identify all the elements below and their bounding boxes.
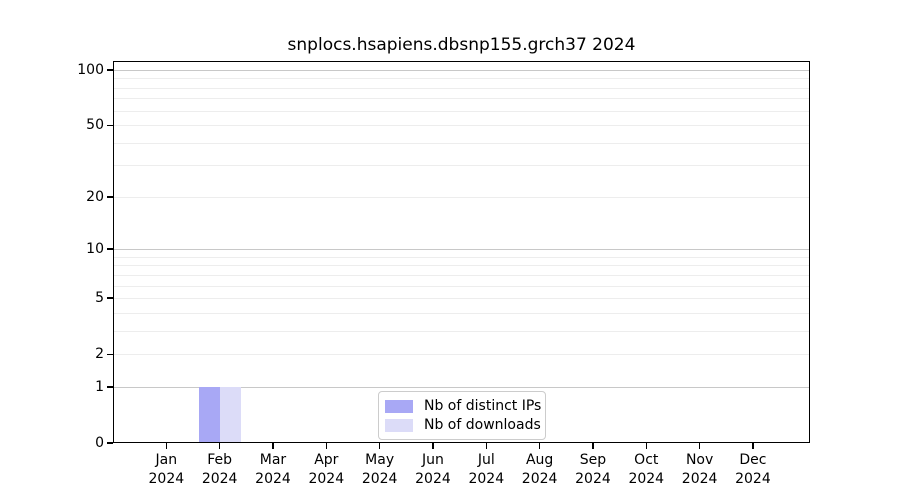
y-tick-label-50: 50 [86,117,104,134]
x-tick-jan [165,443,168,449]
x-tick-may [378,443,381,449]
minor-gridline-5 [114,298,809,300]
y-tick-5 [107,297,113,299]
minor-gridline-70 [114,98,809,100]
y-tick-10 [107,248,113,250]
plot-area [113,61,810,443]
x-tick-label-jul: Jul 2024 [468,452,505,487]
bar-feb-nb-of-downloads [219,386,241,442]
x-tick-oct [645,443,647,449]
x-tick-mar [272,443,274,449]
minor-gridline-40 [114,142,809,144]
x-tick-label-aug: Aug 2024 [521,452,558,487]
y-tick-label-0: 0 [95,435,104,451]
x-tick-label-sep: Sep 2024 [575,452,611,487]
x-tick-label-nov: Nov 2024 [681,452,718,487]
legend-swatch-nb-of-downloads [385,418,413,432]
legend-label-nb-of-downloads: Nb of downloads [424,417,541,433]
y-tick-50 [107,124,113,126]
legend: Nb of distinct IPs Nb of downloads [378,391,546,440]
x-tick-nov [698,443,701,449]
x-tick-apr [325,443,327,449]
x-tick-label-feb: Feb 2024 [201,452,238,487]
x-tick-jul [485,443,487,449]
x-tick-label-apr: Apr 2024 [308,452,345,487]
minor-gridline-80 [114,87,809,89]
x-tick-label-mar: Mar 2024 [255,452,291,487]
minor-gridline-9 [114,256,809,258]
minor-gridline-6 [114,285,809,287]
minor-gridline-50 [114,125,809,127]
x-tick-label-jun: Jun 2024 [415,452,451,487]
x-tick-jun [432,443,434,449]
minor-gridline-20 [114,196,809,198]
minor-gridline-8 [114,265,809,267]
y-tick-100 [107,69,113,71]
legend-swatch-nb-of-distinct-ips [385,399,413,413]
x-tick-sep [592,443,594,449]
y-tick-label-2: 2 [95,346,104,363]
x-tick-label-oct: Oct 2024 [628,452,665,487]
y-tick-0 [107,442,113,444]
legend-label-nb-of-distinct-ips: Nb of distinct IPs [424,398,542,414]
y-tick-label-10: 10 [86,241,104,258]
minor-gridline-60 [114,110,809,112]
y-tick-1 [107,386,113,388]
minor-gridline-7 [114,274,809,276]
y-tick-label-100: 100 [77,62,104,78]
y-tick-label-1: 1 [95,378,104,395]
chart-title: snplocs.hsapiens.dbsnp155.grch37 2024 [287,35,636,55]
minor-gridline-2 [114,354,809,356]
y-tick-20 [107,196,113,198]
x-tick-dec [752,443,754,449]
y-tick-label-5: 5 [95,290,104,307]
minor-gridline-30 [114,165,809,167]
major-gridline-1 [114,386,809,388]
major-gridline-10 [114,249,809,251]
x-tick-label-may: May 2024 [361,452,398,487]
minor-gridline-3 [114,330,809,332]
bar-feb-nb-of-distinct-ips [198,386,220,442]
legend-row-nb-of-downloads: Nb of downloads [385,417,541,433]
x-tick-label-dec: Dec 2024 [735,452,771,487]
legend-row-nb-of-distinct-ips: Nb of distinct IPs [385,398,541,414]
major-gridline-100 [114,70,809,71]
x-tick-aug [538,443,541,449]
x-tick-feb [218,443,221,449]
y-tick-2 [107,353,113,355]
x-tick-label-jan: Jan 2024 [148,452,185,487]
minor-gridline-90 [114,78,809,80]
minor-gridline-4 [114,312,809,314]
y-tick-label-20: 20 [86,188,104,205]
